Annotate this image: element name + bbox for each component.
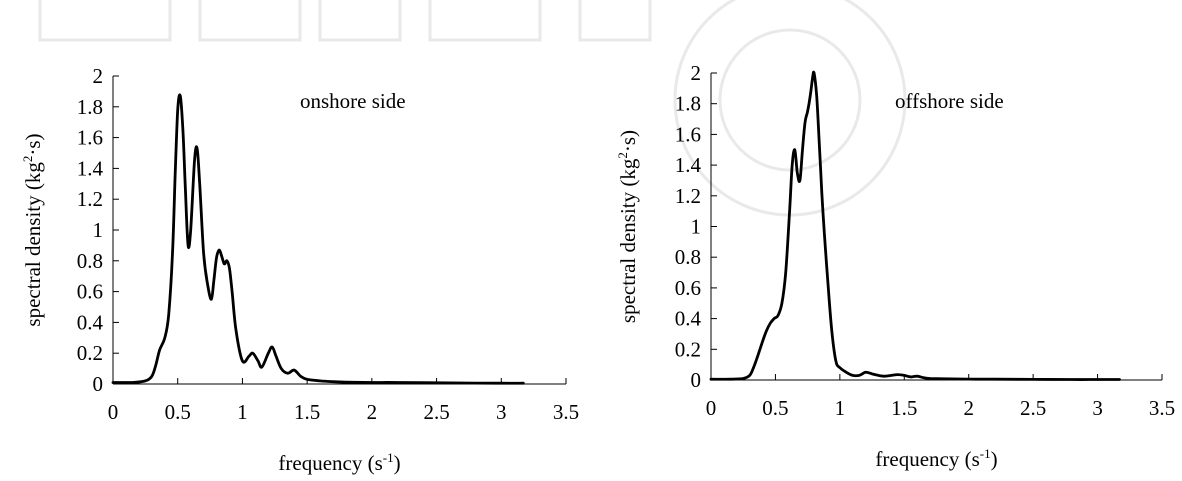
onshore-x-tick-label: 3.5: [553, 400, 579, 424]
offshore-x-tick-label: 0: [706, 396, 717, 420]
offshore-y-tick-label: 1.8: [675, 92, 701, 116]
offshore-y-tick-label: 0.4: [675, 307, 702, 331]
offshore-series-line: [709, 70, 1121, 381]
offshore-x-tick-label: 1.5: [891, 396, 917, 420]
onshore-y-tick-label: 0.2: [77, 341, 103, 365]
onshore-y-tick-label: 1.2: [77, 187, 103, 211]
onshore-series-line: [111, 93, 525, 385]
offshore-chart: 0 0.5 1 1.5 2 2.5 3 3.5 0 0.2 0.4 0.6 0.8 1 1.2 1.4 1.6 1…: [615, 61, 1175, 471]
onshore-x-tick-label: 2.5: [423, 400, 449, 424]
onshore-y-tick-label: 1.6: [77, 126, 103, 150]
onshore-y-axis-label: spectral density (kg2·s): [20, 133, 45, 326]
onshore-tick-labels: 0 0.5 1 1.5 2 2.5 3 3.5 0 0.2 0.4 0.6 0.8 1 1.2 1.4 1.6 1…: [77, 64, 579, 424]
offshore-y-tick-label: 1.4: [675, 153, 702, 177]
onshore-x-tick-label: 2: [367, 400, 378, 424]
offshore-y-tick-label: 0.6: [675, 276, 701, 300]
offshore-annotation: offshore side: [895, 89, 1004, 113]
offshore-x-tick-label: 3: [1092, 396, 1103, 420]
offshore-x-tick-label: 2.5: [1020, 396, 1046, 420]
offshore-x-tick-label: 0.5: [762, 396, 788, 420]
offshore-y-tick-label: 0.2: [675, 337, 701, 361]
onshore-y-tick-label: 0.4: [77, 310, 104, 334]
offshore-y-tick-label: 1.2: [675, 184, 701, 208]
onshore-y-tick-label: 0.8: [77, 249, 103, 273]
onshore-y-tick-label: 0: [93, 372, 104, 396]
onshore-x-tick-label: 0: [108, 400, 119, 424]
onshore-ticks: [112, 75, 567, 385]
offshore-y-axis-label: spectral density (kg2·s): [615, 130, 640, 323]
offshore-y-tick-label: 1: [691, 215, 702, 239]
onshore-chart: 0 0.5 1 1.5 2 2.5 3 3.5 0 0.2 0.4 0.6 0.8 1 1.2 1.4 1.6 1…: [20, 64, 579, 475]
offshore-tick-labels: 0 0.5 1 1.5 2 2.5 3 3.5 0 0.2 0.4 0.6 0.8 1 1.2 1.4 1.6 1…: [675, 61, 1175, 420]
onshore-x-tick-label: 0.5: [165, 400, 191, 424]
onshore-x-tick-label: 1.5: [294, 400, 320, 424]
offshore-ticks: [710, 72, 1163, 381]
offshore-x-axis-label: frequency (s-1): [875, 446, 997, 471]
onshore-x-tick-label: 3: [496, 400, 507, 424]
background-watermark: [38, 0, 907, 217]
onshore-y-tick-label: 2: [93, 64, 104, 88]
offshore-y-tick-label: 0.8: [675, 245, 701, 269]
offshore-y-tick-label: 1.6: [675, 122, 701, 146]
onshore-y-tick-label: 1.8: [77, 95, 103, 119]
offshore-y-tick-label: 2: [691, 61, 702, 85]
onshore-x-tick-label: 1: [237, 400, 248, 424]
onshore-x-axis-label: frequency (s-1): [278, 450, 400, 475]
offshore-x-tick-label: 2: [963, 396, 974, 420]
onshore-annotation: onshore side: [300, 89, 406, 113]
onshore-y-tick-label: 1: [93, 218, 104, 242]
onshore-y-tick-label: 0.6: [77, 280, 103, 304]
onshore-y-tick-label: 1.4: [77, 156, 104, 180]
offshore-x-tick-label: 1: [835, 396, 846, 420]
offshore-y-tick-label: 0: [691, 368, 702, 392]
offshore-x-tick-label: 3.5: [1149, 396, 1175, 420]
